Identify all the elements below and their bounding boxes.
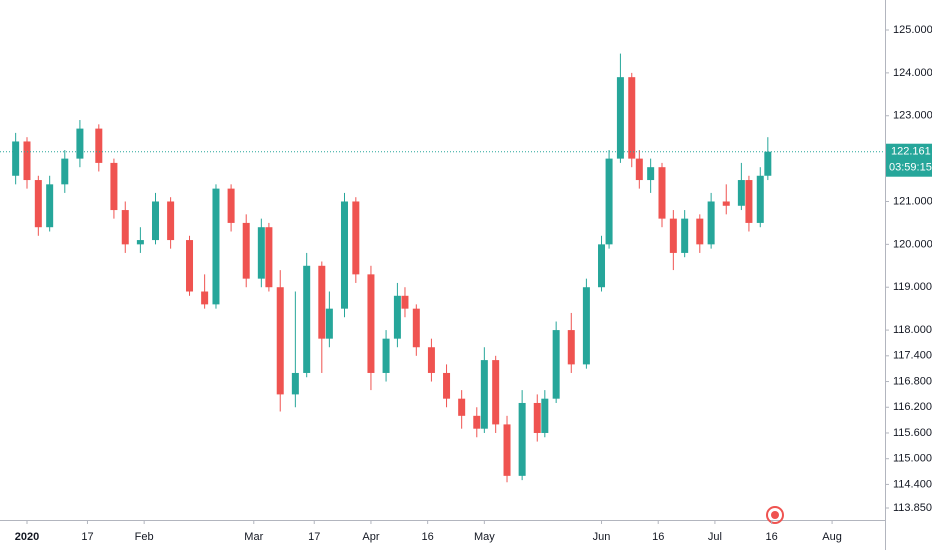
candle-body (201, 291, 209, 305)
candle-body (95, 128, 103, 163)
y-tick-label: 119.000 (893, 281, 932, 293)
candle-body (616, 77, 624, 159)
x-tick-label: May (474, 531, 495, 543)
candle-body (318, 265, 326, 339)
candle-body (567, 330, 575, 365)
candle-body (681, 218, 689, 253)
candle-body (110, 162, 118, 211)
y-tick-label: 114.400 (893, 478, 932, 490)
candle-body (541, 398, 549, 433)
y-tick-label: 118.000 (893, 324, 932, 336)
y-tick-label: 124.000 (893, 67, 932, 79)
candle-body (582, 287, 590, 365)
candle-body (34, 180, 42, 228)
candle-body (121, 210, 129, 245)
countdown-label: 03:59:15 (889, 162, 932, 174)
candle-body (533, 402, 541, 433)
x-tick-label: Jul (708, 531, 722, 543)
candle-body (707, 201, 715, 245)
candle-body (136, 240, 144, 245)
candle-body (352, 201, 360, 275)
candle-body (427, 347, 435, 373)
logo (766, 506, 784, 524)
candle-body (257, 227, 265, 279)
candle-body (628, 77, 636, 159)
candle-body (518, 402, 526, 476)
candle-body (393, 295, 401, 339)
candle-body (503, 424, 511, 476)
candle-body (291, 372, 299, 395)
x-tick-label: Feb (135, 531, 154, 543)
candle-body (303, 265, 311, 373)
candle-body (265, 227, 273, 288)
y-tick-label: 117.400 (893, 350, 932, 362)
x-tick-label: 16 (422, 531, 434, 543)
candle-body (152, 201, 160, 241)
candle-body (669, 218, 677, 253)
y-tick-label: 113.850 (893, 502, 932, 514)
candle-body (635, 158, 643, 181)
candle-body (12, 141, 20, 176)
candle-body (764, 151, 772, 176)
y-tick-label: 121.000 (893, 195, 932, 207)
y-tick-label: 123.000 (893, 110, 932, 122)
candle-body (605, 158, 613, 245)
candle-body (492, 360, 500, 425)
candle-body (658, 167, 666, 219)
candle-body (227, 188, 235, 223)
candle-body (167, 201, 175, 241)
y-tick-label: 116.800 (893, 375, 932, 387)
candle-body (458, 398, 466, 416)
y-tick-label: 115.000 (893, 453, 932, 465)
candle-body (61, 158, 69, 185)
x-tick-label: 17 (81, 531, 93, 543)
candle-body (186, 240, 194, 292)
x-tick-label: Mar (244, 531, 263, 543)
candle-body (647, 167, 655, 181)
x-tick-label: 16 (765, 531, 777, 543)
candle-body (598, 244, 606, 288)
candle-body (401, 295, 409, 309)
candle-body (382, 338, 390, 373)
last-price-box (886, 143, 932, 177)
candle-body (480, 360, 488, 429)
candle-body (473, 415, 481, 429)
candle-body (443, 372, 451, 399)
x-tick-label: Apr (362, 531, 379, 543)
x-tick-label: 2020 (15, 531, 39, 543)
y-tick-label: 120.000 (893, 238, 932, 250)
candle-body (367, 274, 375, 373)
candle-body (722, 201, 730, 206)
y-tick-label: 125.000 (893, 24, 932, 36)
candle-body (276, 287, 284, 395)
x-tick-label: Jun (593, 531, 611, 543)
candle-body (76, 128, 84, 159)
logo-ring (766, 506, 784, 524)
y-tick-label: 115.600 (893, 427, 932, 439)
candle-body (412, 308, 420, 348)
candle-body (46, 184, 54, 228)
last-price-label: 122.161 (891, 146, 931, 158)
x-tick-label: 17 (308, 531, 320, 543)
candle-body (745, 180, 753, 223)
logo-dot (771, 511, 779, 519)
candle-body (23, 141, 31, 181)
candle-body (212, 188, 220, 305)
x-tick-label: 16 (652, 531, 664, 543)
x-tick-label: Aug (822, 531, 842, 543)
candle-body (340, 201, 348, 309)
candle-body (325, 308, 333, 339)
y-tick-label: 116.200 (893, 401, 932, 413)
candle-body (552, 330, 560, 399)
candle-body (737, 180, 745, 206)
candle-body (696, 218, 704, 245)
candle-body (756, 175, 764, 223)
candle-body (242, 222, 250, 279)
